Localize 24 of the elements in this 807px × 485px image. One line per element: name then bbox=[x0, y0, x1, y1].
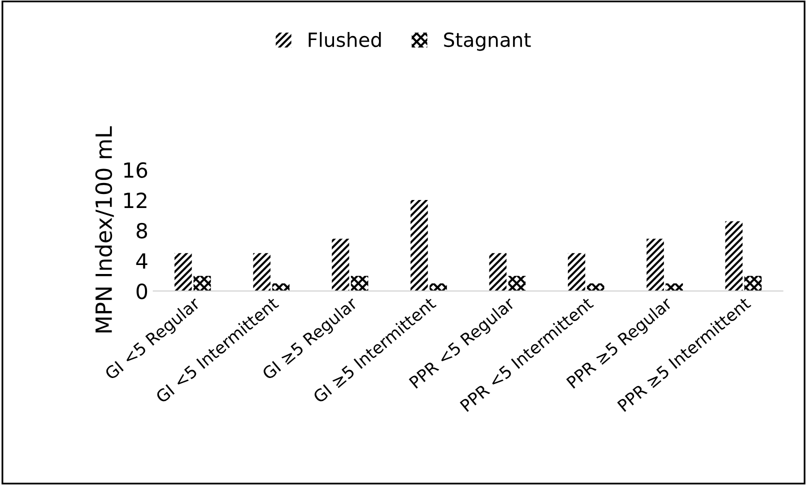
bar bbox=[350, 276, 368, 291]
bar bbox=[666, 283, 683, 291]
bar bbox=[568, 253, 586, 291]
bar bbox=[174, 253, 192, 291]
y-tick-label: 4 bbox=[136, 253, 148, 269]
bar bbox=[489, 253, 507, 291]
bar bbox=[725, 221, 743, 291]
legend-label: Flushed bbox=[308, 32, 381, 48]
y-tick-label: 8 bbox=[136, 222, 148, 239]
bar bbox=[646, 238, 664, 291]
bar bbox=[253, 253, 270, 291]
y-tick-label: 16 bbox=[124, 162, 148, 178]
y-tick-label: 0 bbox=[136, 283, 148, 300]
bar bbox=[586, 283, 604, 291]
bar bbox=[194, 276, 211, 291]
bar bbox=[272, 283, 290, 291]
bar bbox=[430, 283, 447, 291]
legend-label: Stagnant bbox=[444, 32, 531, 51]
y-tick-label: 12 bbox=[124, 192, 146, 208]
y-axis-title: MPN Index/100 mL bbox=[94, 126, 114, 332]
bar bbox=[410, 200, 428, 291]
bar bbox=[744, 276, 762, 291]
bar bbox=[508, 276, 526, 291]
bar bbox=[332, 238, 350, 291]
